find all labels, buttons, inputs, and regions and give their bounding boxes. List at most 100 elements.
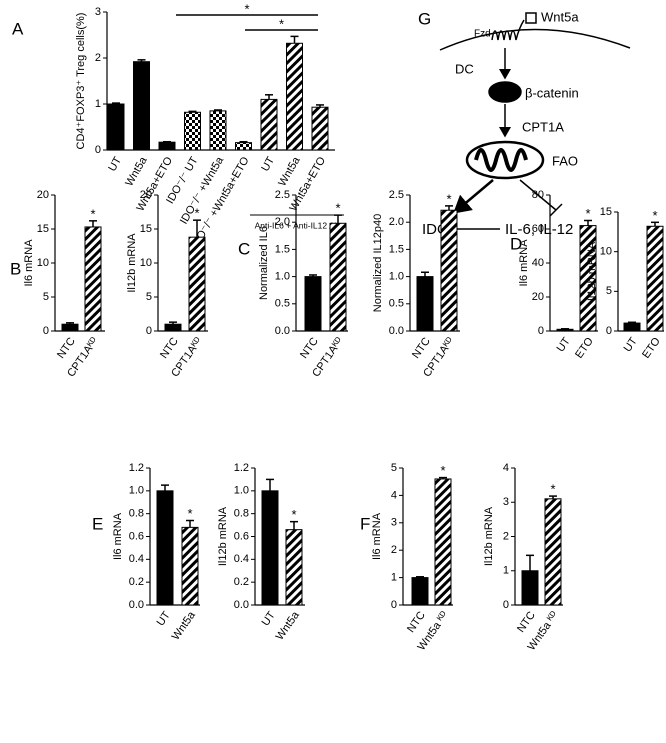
bar [286,42,303,151]
bar [285,529,303,606]
bar [544,498,562,606]
y-tick-label: 5 [391,462,397,474]
chart: 0.0 0.5 1.0 1.5 2.0 2.5 Normalized IL12p40 NTC *… [372,189,460,379]
significance: * [585,206,590,221]
x-tick-label: UT [259,155,277,174]
bar [235,142,252,151]
y-tick-label: 1.2 [129,462,144,474]
y-tick-label: 1 [503,565,509,577]
significance: * [440,463,445,478]
receptor-shape [491,19,525,41]
significance: * [90,206,95,221]
y-tick-label: 4 [391,489,397,501]
bar [623,322,641,332]
bar [434,478,452,606]
y-tick-label: 5 [146,291,152,303]
y-tick-label: 0 [538,325,544,337]
y-tick-label: 3 [95,6,101,18]
significance: * [550,482,555,497]
y-tick-label: 0 [95,144,101,156]
y-axis-label: Il12b mRNA [586,241,598,301]
y-tick-label: 0 [503,599,509,611]
y-tick-label: 5 [43,291,49,303]
x-tick-label: Wnt5a [274,609,303,643]
x-tick-label: Wnt5a [276,154,303,188]
bar [646,225,664,332]
bar [556,328,574,332]
y-tick-label: 10 [37,257,49,269]
y-axis-label: Il12b mRNA [483,506,495,566]
chart: 0.0 0.2 0.4 0.6 0.8 1.0 1.2 Il12b mRNA UT * Wnt5a [217,462,305,643]
x-tick-label: NTC [515,609,538,634]
y-tick-label: 60 [532,223,544,235]
y-tick-label: 5 [606,285,612,297]
bar [164,323,182,332]
y-tick-label: 2.5 [389,189,404,201]
inhibit-bar [549,203,563,217]
y-tick-label: 0 [146,325,152,337]
y-axis-label: Normalized IL12p40 [372,214,384,312]
panel-letter: C [238,239,250,258]
y-tick-label: 0.8 [129,508,144,520]
bar [107,103,125,151]
y-tick-label: 1.0 [389,271,404,283]
enzyme-label: CPT1A [522,119,564,134]
y-tick-label: 0 [391,599,397,611]
y-axis-label: Il6 mRNA [518,239,530,287]
bar [133,61,150,151]
y-tick-label: 0.2 [129,576,144,588]
significance: * [291,507,296,522]
y-tick-label: 15 [140,223,152,235]
y-tick-label: 1.5 [275,243,290,255]
y-tick-label: 1 [95,98,101,110]
bar [181,526,199,606]
panel-letter: G [418,9,431,28]
y-tick-label: 0.4 [129,553,144,565]
y-tick-label: 2.5 [275,189,290,201]
y-tick-label: 40 [532,257,544,269]
y-tick-label: 2 [391,544,397,556]
x-tick-label: NTC [405,609,428,634]
y-axis-label: Il6 mRNA [371,512,383,560]
panel-letter: E [92,514,103,533]
cell-label: DC [455,61,474,76]
y-tick-label: 0.2 [234,576,249,588]
x-tick-label: ETO [573,335,596,361]
y-tick-label: 0 [43,325,49,337]
bar [184,111,201,151]
bar [329,222,347,332]
x-tick-label: ETO [640,335,663,361]
bar [158,141,176,151]
receptor-label: Fzd [474,29,491,40]
bar [440,209,458,332]
y-tick-label: 0.0 [234,599,249,611]
chart: 0 5 10 15 Il12b mRNA UT * ETO [586,206,664,361]
significance: * [335,201,340,216]
x-tick-label: UT [155,609,173,628]
y-tick-label: 0.5 [275,298,290,310]
significance: * [187,506,192,521]
ligand-label: Wnt5a [541,9,579,24]
chart: E 0.0 0.2 0.4 0.6 0.8 1.0 1.2 Il6 mRNA UT * Wnt5a [92,462,200,642]
panel-letter: A [12,19,24,38]
y-tick-label: 1.0 [234,485,249,497]
cytokine-label: IL-6, IL-12 [505,221,573,238]
y-tick-label: 3 [391,517,397,529]
y-tick-label: 0.4 [234,553,249,565]
y-tick-label: 20 [532,291,544,303]
chart: D 0 20 40 60 80 Il6 mRNA UT * ETO [510,189,598,361]
y-tick-label: 0.5 [389,298,404,310]
y-tick-label: 3 [503,496,509,508]
panel-letter: D [510,234,522,253]
comparison-label: * [244,1,249,16]
y-tick-label: 2.0 [275,216,290,228]
y-tick-label: 10 [600,246,612,258]
y-tick-label: 15 [37,223,49,235]
bar [411,577,429,606]
comparison-label: * [279,16,284,31]
